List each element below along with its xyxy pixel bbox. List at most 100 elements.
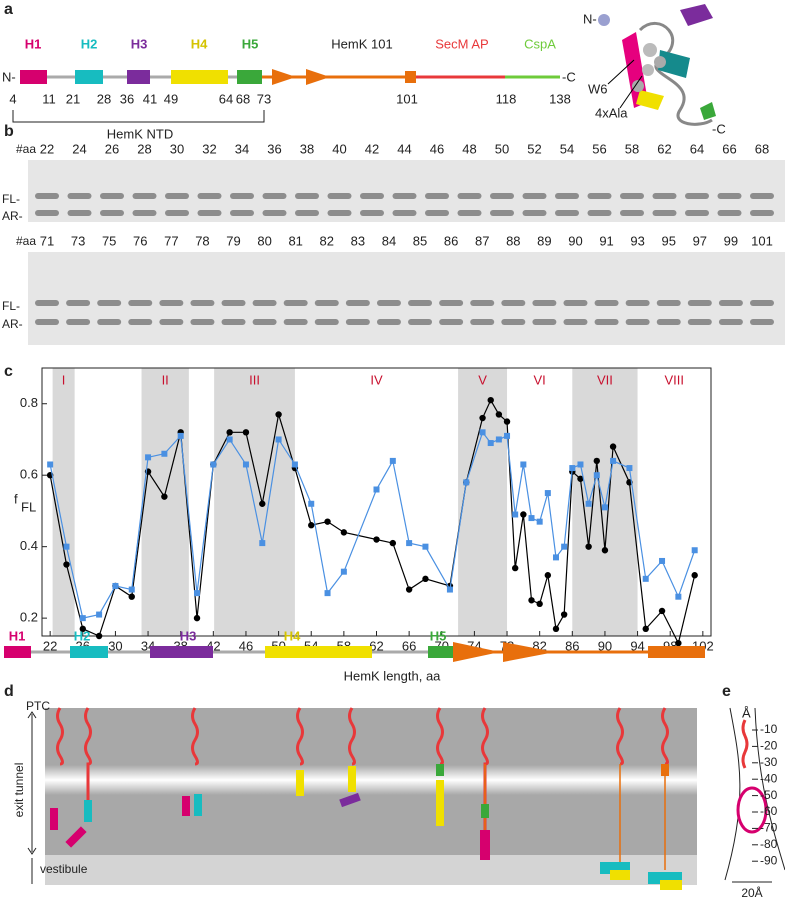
point (340, 568, 347, 575)
point (536, 600, 543, 608)
structure (598, 4, 716, 126)
band (252, 319, 277, 325)
band (327, 210, 352, 216)
lane-label: 50 (495, 141, 509, 156)
y-tick-label: 0.2 (20, 610, 38, 625)
point (194, 590, 201, 597)
point (691, 572, 698, 579)
band (532, 319, 557, 325)
lane-label: 68 (755, 141, 769, 156)
helix (171, 70, 228, 84)
point (511, 564, 519, 572)
band (327, 193, 352, 199)
region (214, 368, 295, 636)
lane-label: 95 (662, 233, 676, 248)
band (620, 193, 644, 199)
point (226, 436, 233, 443)
y-axis-label: f (14, 491, 18, 506)
vestibule-zone (45, 855, 697, 885)
band (376, 319, 401, 325)
point (226, 429, 233, 436)
point (577, 475, 584, 482)
depth-label: -70 (760, 821, 778, 835)
point (446, 586, 453, 593)
c-term: -C (562, 69, 576, 84)
helix (70, 646, 108, 658)
panel-label: d (4, 683, 14, 700)
x-tick-label: 22 (43, 638, 57, 653)
point (47, 461, 54, 468)
point (528, 515, 535, 522)
band (685, 210, 709, 216)
x-tick-label: 46 (239, 638, 253, 653)
segment-label: HemK 101 (331, 36, 392, 51)
band (522, 210, 547, 216)
band (750, 300, 774, 306)
position-label: 64 (219, 91, 233, 106)
point (340, 529, 348, 536)
lane-label: 58 (625, 141, 639, 156)
band (408, 319, 433, 325)
band (97, 319, 122, 325)
position-label: 68 (236, 91, 250, 106)
bracket-label: HemK NTD (107, 126, 173, 141)
depth-label: -10 (760, 722, 778, 736)
band-label: AR- (2, 317, 23, 331)
band (555, 210, 579, 216)
band (159, 300, 184, 306)
point (177, 432, 184, 439)
lane-label: 24 (72, 141, 86, 156)
lane-label: 28 (137, 141, 151, 156)
lane-label: 82 (320, 233, 334, 248)
tunnel-label: exit tunnel (12, 763, 26, 818)
y-tick-label: 0.8 (20, 395, 38, 410)
lane-label: 52 (527, 141, 541, 156)
band-label: FL- (2, 192, 20, 206)
helix (4, 646, 31, 658)
point (512, 511, 519, 518)
position-label: 21 (66, 91, 80, 106)
y-tick-label: 0.6 (20, 467, 38, 482)
lane-label: 66 (722, 141, 736, 156)
region (141, 368, 189, 636)
point (373, 486, 380, 493)
band (295, 193, 319, 199)
band (392, 193, 417, 199)
lane-label: 44 (397, 141, 411, 156)
helix-label: H5 (430, 628, 447, 643)
band (439, 300, 464, 306)
x-tick-label: 86 (565, 638, 579, 653)
band (190, 319, 215, 325)
band-label: FL- (2, 299, 20, 313)
lane-label: 46 (430, 141, 444, 156)
band (587, 210, 612, 216)
band (490, 210, 514, 216)
helix (265, 646, 372, 658)
helix (75, 70, 103, 84)
point (389, 457, 396, 464)
point (79, 615, 86, 622)
band (165, 210, 189, 216)
point (389, 539, 397, 547)
strand (503, 642, 555, 662)
helix (20, 70, 47, 84)
point (544, 572, 552, 579)
position-label: 11 (42, 91, 56, 106)
strand (306, 69, 330, 85)
band (392, 210, 417, 216)
hemk-end (405, 71, 416, 83)
lane-label: 79 (226, 233, 240, 248)
point (520, 461, 527, 468)
band (35, 210, 59, 216)
lane-label: 84 (382, 233, 396, 248)
point (593, 472, 600, 479)
band (625, 319, 650, 325)
chain (741, 719, 749, 769)
point (324, 590, 331, 597)
point (675, 639, 682, 647)
helix-label: H4 (284, 628, 301, 643)
depth-label: -60 (760, 804, 778, 818)
region-label: II (162, 372, 169, 387)
point (561, 543, 568, 550)
point (373, 536, 380, 543)
